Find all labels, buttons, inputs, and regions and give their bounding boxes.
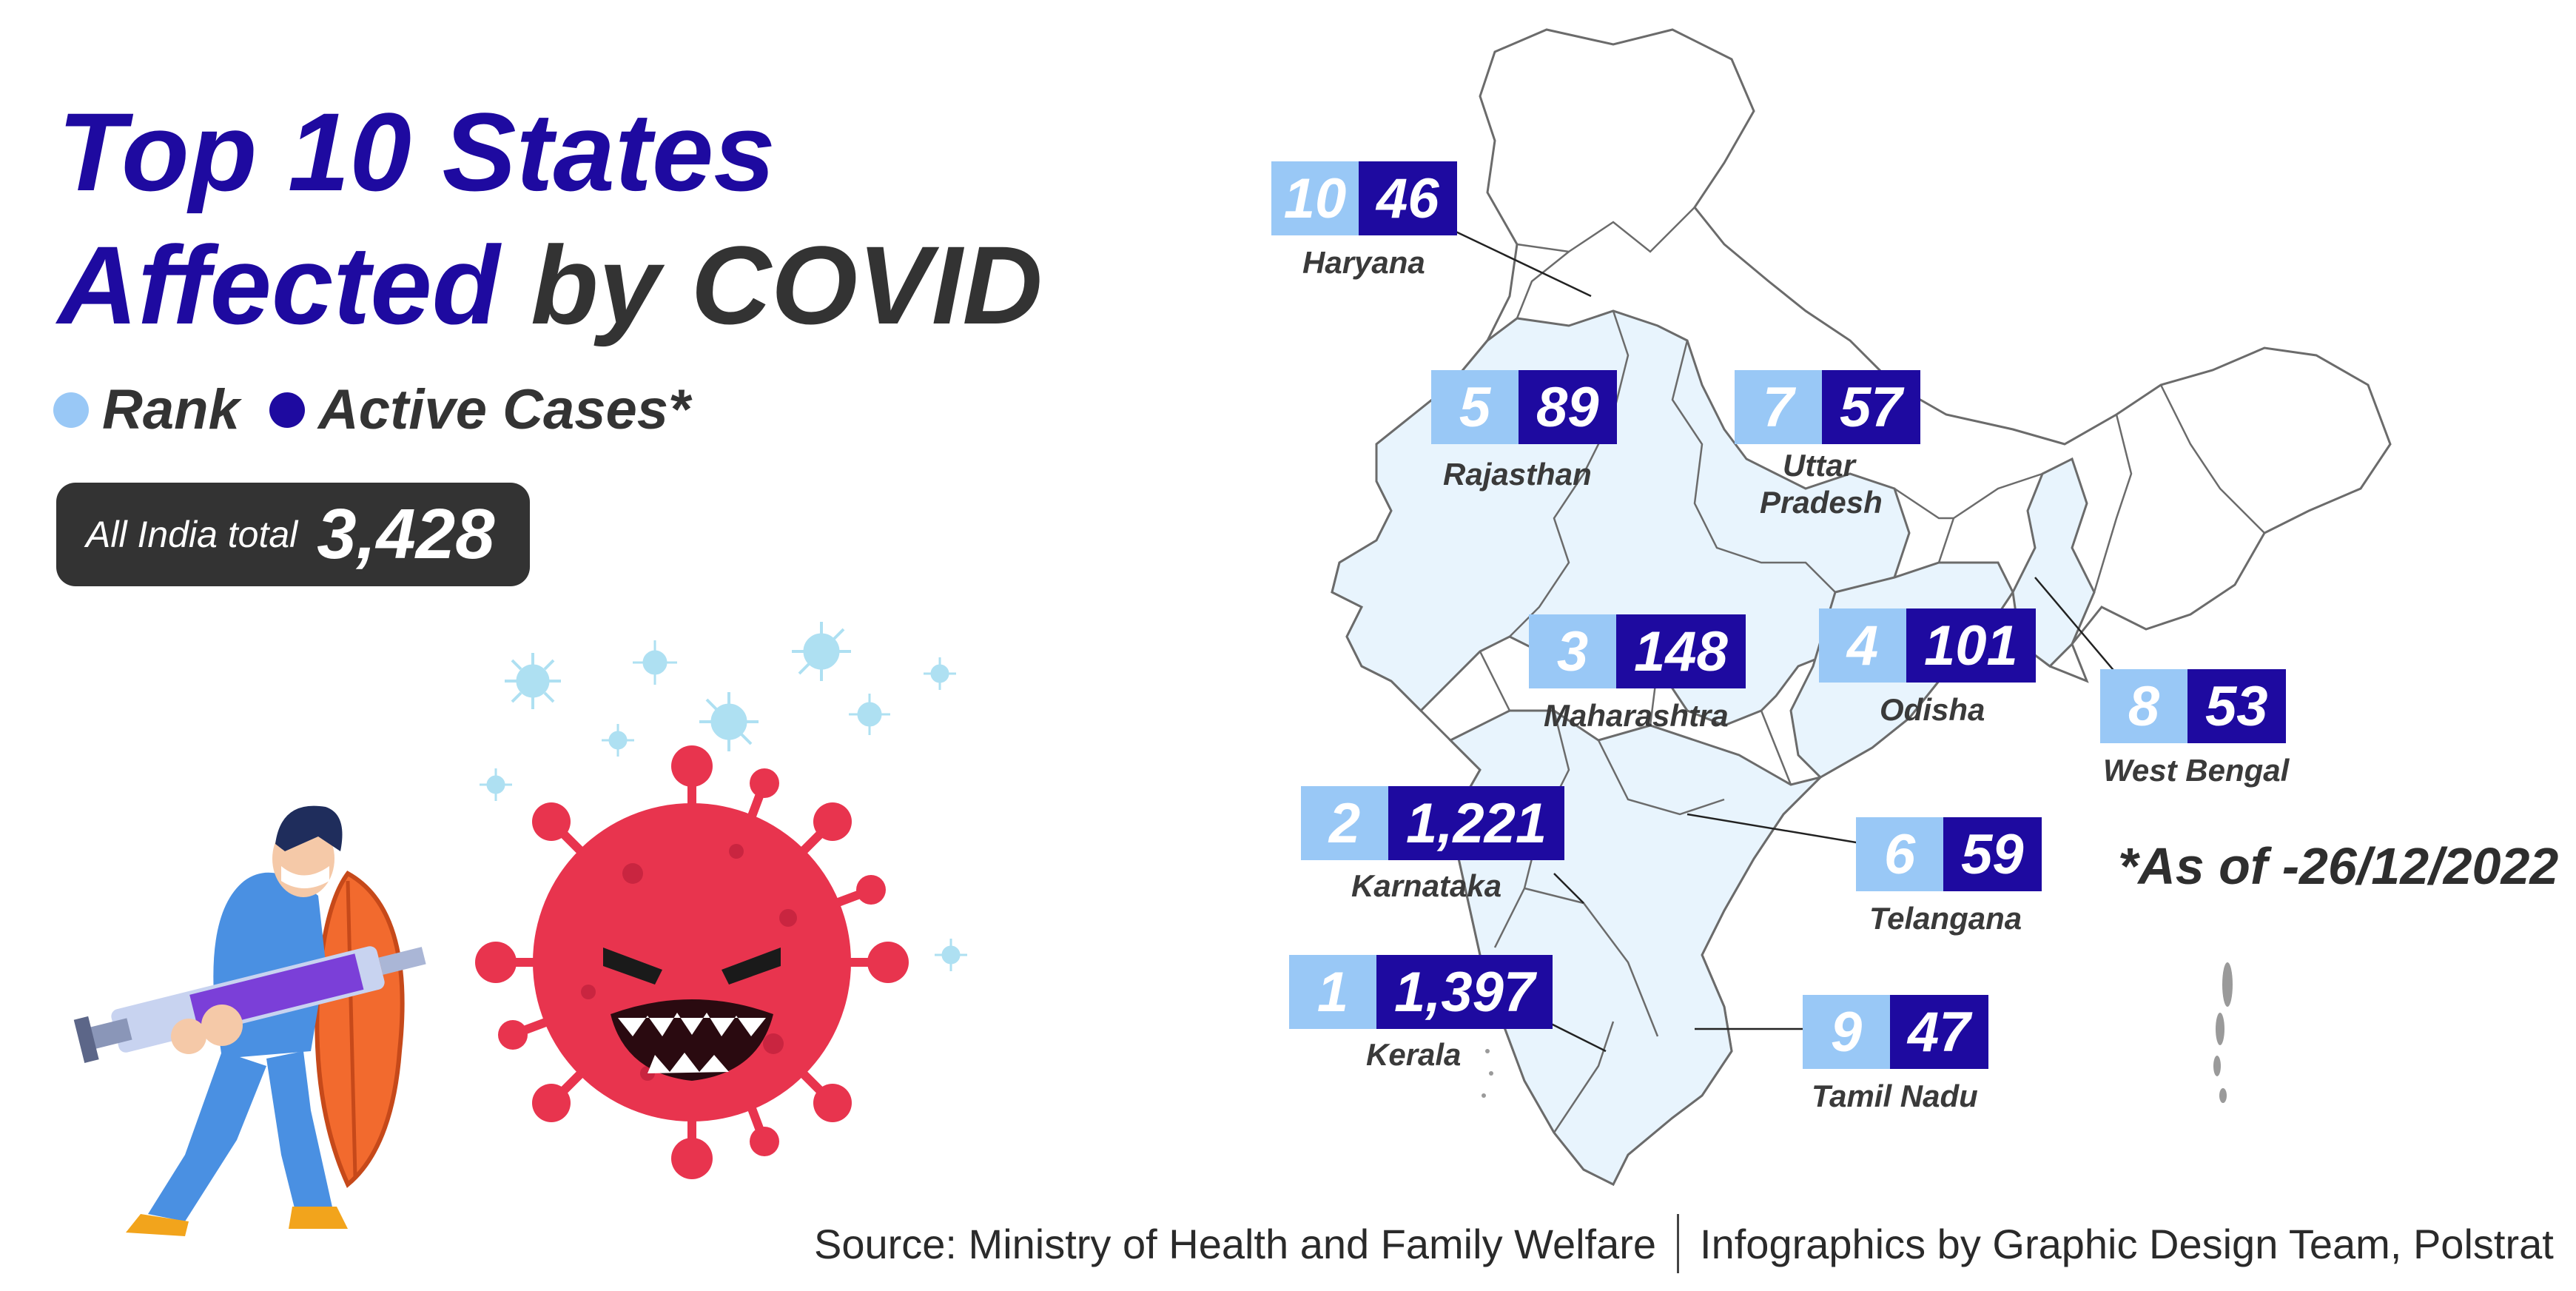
state-label-karnataka: Karnataka (1351, 868, 1502, 903)
small-virus-icon (480, 622, 967, 971)
state-badge-uttar-pradesh: 7 57 (1735, 370, 1920, 444)
total-label: All India total (86, 514, 298, 555)
rank-box: 10 (1271, 161, 1359, 235)
rank-box: 9 (1803, 995, 1890, 1069)
rank-box: 2 (1301, 786, 1388, 860)
state-badge-haryana: 10 46 (1271, 161, 1457, 235)
title-line-1: Top 10 States (58, 90, 776, 214)
state-label-line: Uttar (1782, 448, 1855, 483)
footer-credit: Infographics by Graphic Design Team, Pol… (1700, 1220, 2554, 1267)
shield-icon (315, 871, 405, 1188)
highlight-south-states (1448, 709, 1824, 1187)
cases-box: 1,221 (1388, 786, 1565, 860)
cases-box: 101 (1906, 608, 2036, 683)
state-label-rajasthan: Rajasthan (1443, 457, 1592, 492)
rank-box: 3 (1529, 614, 1616, 688)
rank-box: 5 (1431, 370, 1519, 444)
cases-box: 1,397 (1376, 955, 1553, 1029)
legend-cases-label: Active Cases* (317, 378, 690, 441)
islands (1482, 962, 2233, 1103)
title-rest: by COVID (500, 223, 1043, 347)
state-badge-rajasthan: 5 89 (1431, 370, 1617, 444)
state-label-haryana: Haryana (1302, 245, 1425, 280)
state-badge-karnataka: 2 1,221 (1301, 786, 1565, 860)
rank-box: 6 (1856, 817, 1943, 891)
state-label-uttar-pradesh: Uttar Pradesh (1760, 447, 1883, 522)
legend: Rank Active Cases* (53, 378, 690, 442)
state-badge-tamil-nadu: 9 47 (1803, 995, 1988, 1069)
footer-separator (1677, 1214, 1680, 1273)
rank-dot-icon (53, 392, 89, 428)
virus-icon (475, 745, 909, 1179)
title-line-2: Affected by COVID (58, 229, 1043, 341)
cases-box: 148 (1616, 614, 1746, 688)
legend-rank-label: Rank (102, 378, 240, 441)
footer: Source: Ministry of Health and Family We… (814, 1214, 2554, 1273)
total-value: 3,428 (317, 494, 495, 574)
doctor-icon (73, 805, 426, 1236)
leader-lines (1435, 221, 2117, 1053)
cases-box: 59 (1943, 817, 2042, 891)
as-of-note: *As of -26/12/2022 (2118, 837, 2559, 895)
title-highlight: Affected (58, 223, 500, 347)
state-badge-kerala: 1 1,397 (1289, 955, 1553, 1029)
cases-box: 57 (1822, 370, 1920, 444)
all-india-total-box: All India total 3,428 (56, 483, 530, 586)
state-label-odisha: Odisha (1880, 692, 1985, 727)
state-label-line: Pradesh (1760, 485, 1883, 520)
cases-box: 89 (1519, 370, 1617, 444)
cases-dot-icon (269, 392, 305, 428)
cases-box: 46 (1359, 161, 1457, 235)
rank-box: 1 (1289, 955, 1376, 1029)
rank-box: 7 (1735, 370, 1822, 444)
state-badge-odisha: 4 101 (1819, 608, 2036, 683)
state-badge-west-bengal: 8 53 (2100, 669, 2286, 743)
state-label-tamil-nadu: Tamil Nadu (1812, 1079, 1978, 1113)
rank-box: 4 (1819, 608, 1906, 683)
state-badge-telangana: 6 59 (1856, 817, 2042, 891)
cases-box: 53 (2187, 669, 2286, 743)
cases-box: 47 (1890, 995, 1988, 1069)
rank-box: 8 (2100, 669, 2187, 743)
state-label-telangana: Telangana (1869, 901, 2022, 936)
state-badge-maharashtra: 3 148 (1529, 614, 1746, 688)
state-label-maharashtra: Maharashtra (1544, 698, 1729, 733)
state-label-kerala: Kerala (1366, 1037, 1462, 1072)
state-label-west-bengal: West Bengal (2103, 753, 2290, 788)
footer-source: Source: Ministry of Health and Family We… (814, 1220, 1657, 1267)
